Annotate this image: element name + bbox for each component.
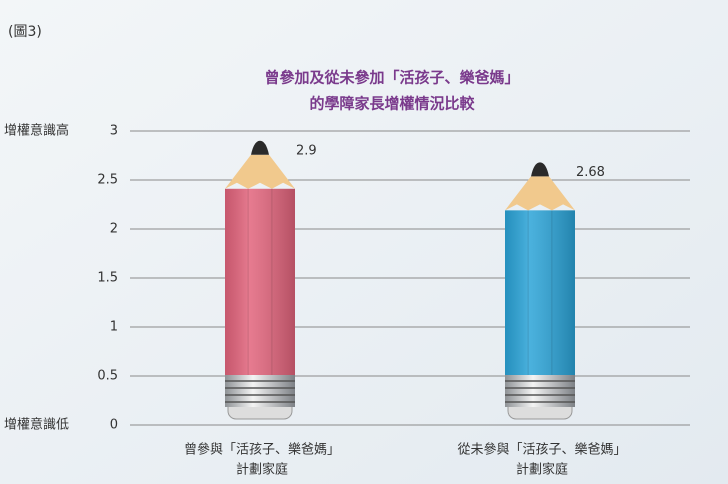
value-label: 2.9 bbox=[296, 143, 317, 158]
y-tick-label: 3 bbox=[110, 124, 118, 139]
chart-title: 曾參加及從未參加「活孩子、樂爸媽」 bbox=[264, 69, 519, 87]
annotation: 增權意識低 bbox=[4, 417, 69, 433]
pencil-wood bbox=[505, 176, 575, 211]
annotation: 增權意識高 bbox=[4, 123, 69, 139]
x-tick-label: 計劃家庭 bbox=[236, 462, 288, 478]
y-tick-label: 1 bbox=[110, 320, 118, 335]
pencil-wood bbox=[225, 154, 295, 189]
pencil-shade bbox=[225, 188, 295, 375]
pencil-bar bbox=[225, 140, 295, 420]
pencil-lead bbox=[251, 140, 269, 155]
y-tick-label: 2.5 bbox=[97, 173, 118, 188]
value-label: 2.68 bbox=[576, 165, 605, 180]
y-tick-label: 2 bbox=[110, 222, 118, 237]
y-tick-label: 1.5 bbox=[97, 271, 118, 286]
x-tick-label: 計劃家庭 bbox=[516, 462, 568, 478]
x-tick-label: 從未參與「活孩子、樂爸媽」 bbox=[457, 442, 626, 458]
pencil-bar bbox=[505, 162, 575, 420]
pencil-lead bbox=[531, 162, 549, 177]
figure-label: (圖3) bbox=[8, 24, 42, 40]
y-tick-label: 0 bbox=[110, 418, 118, 433]
chart-title: 的學障家長增權情況比較 bbox=[309, 95, 475, 113]
x-tick-label: 曾參與「活孩子、樂爸媽」 bbox=[184, 442, 340, 458]
pencil-shade bbox=[505, 210, 575, 375]
y-tick-label: 0.5 bbox=[97, 369, 118, 384]
